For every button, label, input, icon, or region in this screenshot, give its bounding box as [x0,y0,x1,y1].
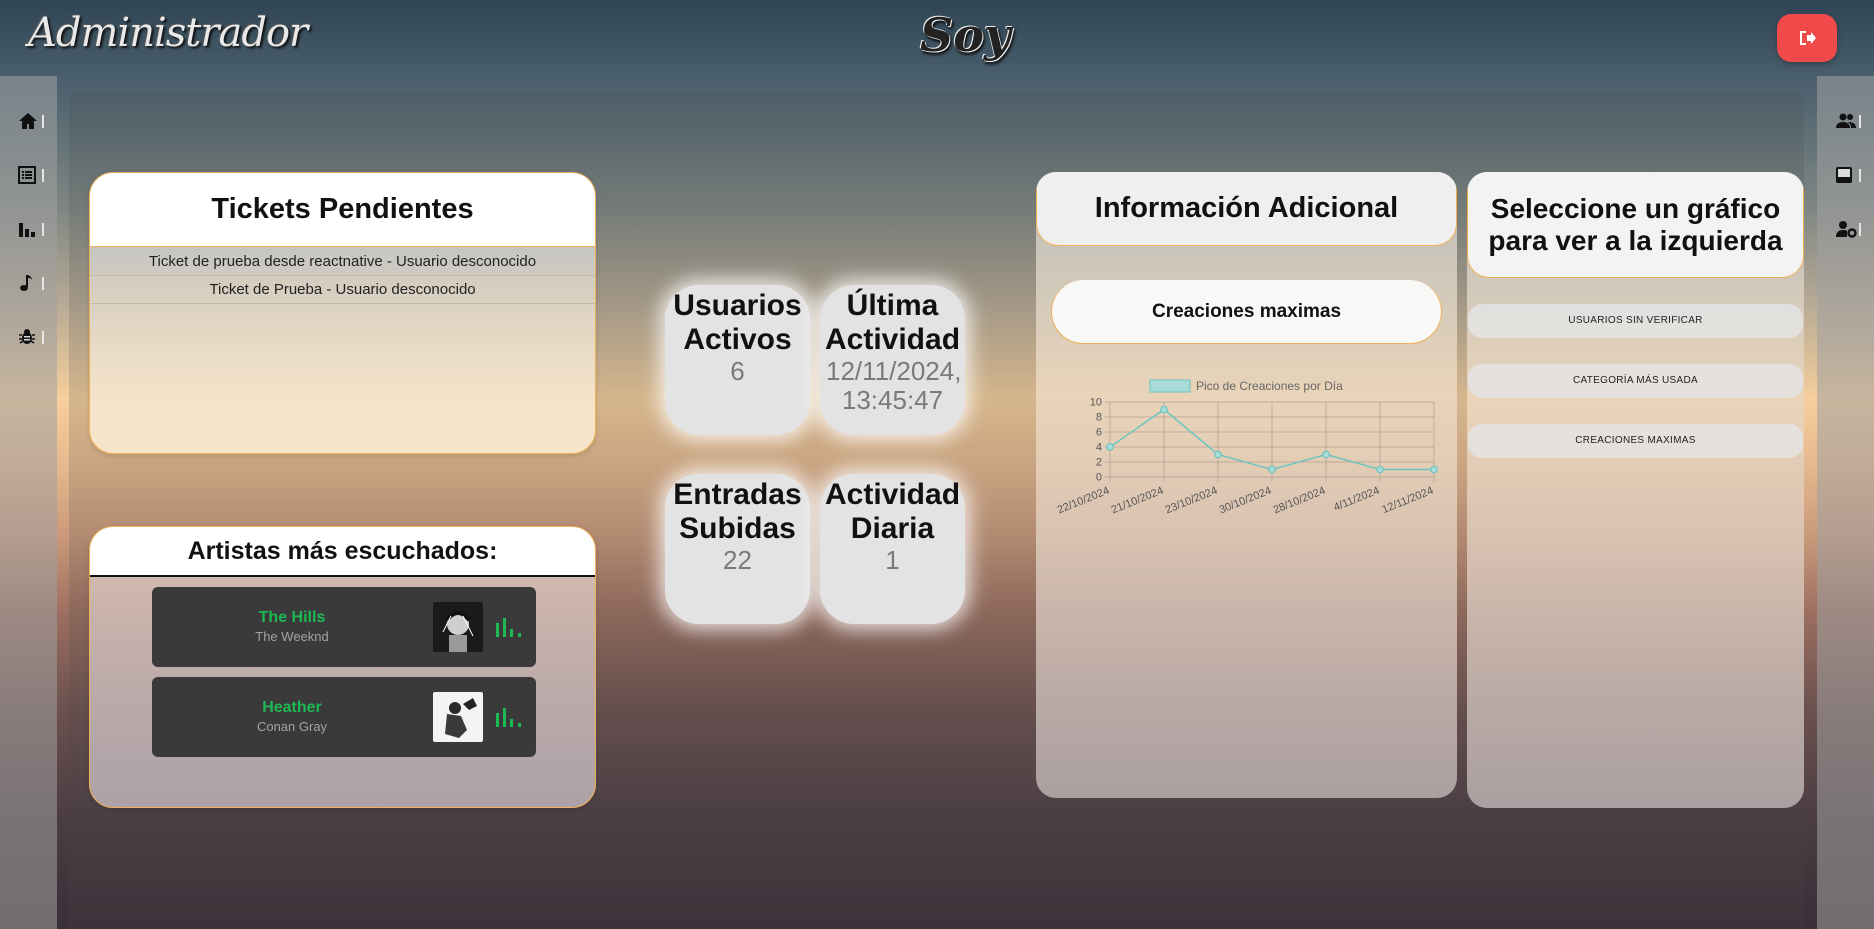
inbox-icon [1836,167,1852,183]
admin-brand: Administrador [28,10,308,56]
album-cover [433,602,483,652]
sidebar-item-bugs[interactable] [18,324,48,350]
legend-label: Pico de Creaciones por Día [1196,379,1343,393]
chart-y-axis: 0 2 4 6 8 10 [1090,397,1102,484]
bug-icon [19,329,35,344]
stat-value: 1 [885,545,900,575]
stat-title: Entradas Subidas [673,478,802,545]
sidebar-item-users[interactable] [1835,108,1865,134]
select-max-creations-button[interactable]: CREACIONES MAXIMAS [1468,424,1803,458]
top-bar: Administrador Soy [0,0,1874,76]
tickets-title: Tickets Pendientes [90,173,595,247]
chart-selector-panel: Seleccione un gráfico para ver a la izqu… [1467,172,1804,808]
stat-daily-activity: Actividad Diaria 1 [820,474,965,624]
y-tick-label: 0 [1096,472,1102,484]
logout-button[interactable] [1777,14,1837,62]
left-sidebar [0,76,57,929]
stat-title: Actividad Diaria [824,478,961,545]
x-tick-label: 12/11/2024 [1380,485,1435,516]
sidebar-item-list[interactable] [18,162,48,188]
data-point [1106,443,1114,451]
x-tick-label: 21/10/2024 [1110,485,1166,517]
app-logo: Soy [920,8,1011,62]
sidebar-item-inbox[interactable] [1835,162,1865,188]
chart-x-axis: 22/10/202421/10/202423/10/202430/10/2024… [1056,485,1436,517]
select-unverified-users-button[interactable]: USUARIOS SIN VERIFICAR [1468,304,1803,338]
tickets-list: Ticket de prueba desde reactnative - Usu… [90,248,595,304]
sidebar-item-music[interactable] [18,270,48,296]
users-icon [1836,113,1856,128]
song-artist: The Weeknd [255,629,329,644]
y-tick-label: 8 [1096,412,1102,424]
x-tick-label: 28/10/2024 [1272,485,1328,517]
home-icon [19,113,37,129]
selector-title: Seleccione un gráfico para ver a la izqu… [1467,172,1804,278]
data-point [1376,465,1384,474]
bar-chart-icon [19,223,35,237]
equalizer-icon [496,618,521,637]
data-point [1268,465,1276,474]
x-tick-label: 4/11/2024 [1332,485,1381,514]
artists-title: Artistas más escuchados: [90,527,595,577]
sidebar-item-stats[interactable] [18,216,48,242]
stat-last-activity: Última Actividad 12/11/2024, 13:45:47 [820,285,965,435]
ticket-item[interactable]: Ticket de prueba desde reactnative - Usu… [90,248,595,276]
chart-series [1106,405,1438,474]
tickets-card: Tickets Pendientes Ticket de prueba desd… [89,172,596,454]
line-chart: 0 2 4 6 8 10 22/10/202421/10/202423/10/202430… [1056,379,1438,517]
stat-entries-uploaded: Entradas Subidas 22 [665,474,810,624]
logout-icon [1800,31,1816,45]
stat-value: 12/11/2024, 13:45:47 [826,356,962,415]
chart-legend: Pico de Creaciones por Día [1149,379,1343,393]
stat-value: 6 [730,356,745,386]
sidebar-item-user-settings[interactable] [1835,216,1865,242]
x-tick-label: 22/10/2024 [1056,485,1112,517]
select-top-category-button[interactable]: CATEGORÍA MÁS USADA [1468,364,1803,398]
chart-grid [1105,401,1435,482]
sidebar-item-home[interactable] [18,108,48,134]
song-card[interactable]: Heather Conan Gray [152,677,536,757]
equalizer-icon [496,708,521,727]
song-title: The Hills [258,609,326,626]
data-point [1214,450,1222,459]
info-panel: Información Adicional Creaciones maximas… [1036,172,1457,798]
data-point [1322,450,1330,459]
info-title: Información Adicional [1036,172,1457,246]
x-tick-label: 23/10/2024 [1164,485,1220,517]
stat-title: Usuarios Activos [673,289,802,356]
user-settings-icon [1836,221,1857,238]
data-point [1430,465,1438,474]
list-icon [18,166,36,184]
album-cover [433,692,483,742]
y-tick-label: 4 [1096,442,1102,454]
ticket-item[interactable]: Ticket de Prueba - Usuario desconocido [90,276,595,304]
stat-title: Última Actividad [824,289,961,356]
stat-active-users: Usuarios Activos 6 [665,285,810,435]
song-artist: Conan Gray [256,719,328,734]
y-tick-label: 6 [1096,427,1102,439]
y-tick-label: 10 [1090,397,1102,409]
song-title: Heather [262,699,322,716]
song-card[interactable]: The Hills The Weeknd [152,587,536,667]
data-point [1160,405,1168,414]
chart-title: Creaciones maximas [1051,280,1442,344]
y-tick-label: 2 [1096,457,1102,469]
legend-swatch [1149,379,1191,393]
stat-value: 22 [723,545,752,575]
right-sidebar [1817,76,1874,929]
music-note-icon [20,275,32,291]
x-tick-label: 30/10/2024 [1218,485,1274,517]
artists-card: Artistas más escuchados: The Hills The W… [89,526,596,808]
